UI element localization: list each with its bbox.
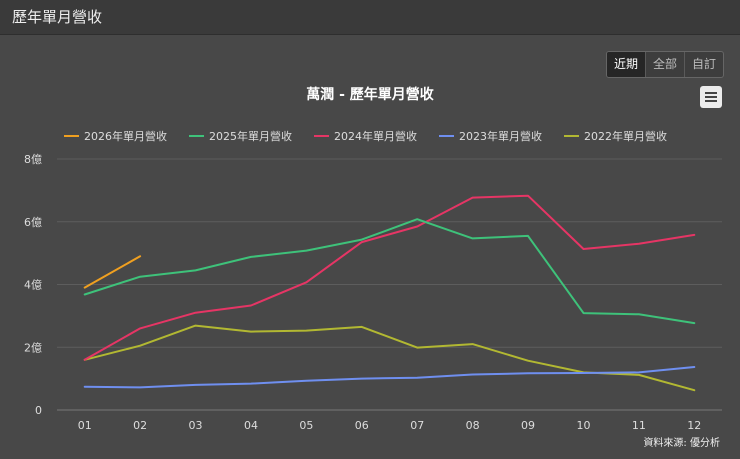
legend-item-2023[interactable]: 2023年單月營收 — [439, 128, 542, 144]
series-line-2025 — [83, 218, 696, 325]
legend-label-2022: 2022年單月營收 — [584, 130, 667, 143]
y-tick-label: 2億 — [24, 341, 42, 354]
legend-label-2026: 2026年單月營收 — [84, 130, 167, 143]
legend-label-2023: 2023年單月營收 — [459, 130, 542, 143]
x-tick-label: 06 — [355, 419, 369, 432]
hamburger-menu-icon[interactable] — [700, 86, 722, 108]
series-line-2024 — [83, 194, 696, 361]
legend-item-2022[interactable]: 2022年單月營收 — [564, 128, 667, 144]
x-tick-label: 07 — [410, 419, 424, 432]
range-selector: 近期 全部 自訂 — [606, 51, 725, 78]
x-tick-label: 01 — [78, 419, 92, 432]
legend-item-2026[interactable]: 2026年單月營收 — [64, 128, 167, 144]
x-tick-label: 11 — [632, 419, 646, 432]
y-tick-label: 4億 — [24, 279, 42, 292]
chart-legend: 2026年單月營收 2025年單月營收 2024年單月營收 2023年單月營收 … — [64, 128, 667, 144]
x-tick-label: 02 — [133, 419, 147, 432]
x-tick-label: 04 — [244, 419, 258, 432]
legend-swatch-2026 — [64, 135, 79, 137]
y-tick-label: 0 — [35, 404, 42, 417]
x-tick-label: 05 — [299, 419, 313, 432]
range-recent-button[interactable]: 近期 — [607, 52, 646, 77]
header-bar: 歷年單月營收 — [0, 0, 740, 35]
legend-item-2025[interactable]: 2025年單月營收 — [189, 128, 292, 144]
page-title: 歷年單月營收 — [12, 8, 103, 26]
chart-title: 萬潤 - 歷年單月營收 — [306, 87, 434, 103]
x-tick-label: 08 — [466, 419, 480, 432]
x-tick-label: 03 — [189, 419, 203, 432]
series-line-2022 — [83, 324, 696, 392]
x-tick-label: 12 — [687, 419, 701, 432]
data-source-credit: 資料來源: 優分析 — [643, 438, 720, 449]
x-tick-label: 10 — [576, 419, 590, 432]
legend-swatch-2022 — [564, 135, 579, 137]
legend-item-2024[interactable]: 2024年單月營收 — [314, 128, 417, 144]
legend-label-2025: 2025年單月營收 — [209, 130, 292, 143]
range-custom-button[interactable]: 自訂 — [684, 52, 723, 77]
legend-label-2024: 2024年單月營收 — [334, 130, 417, 143]
x-tick-label: 09 — [521, 419, 535, 432]
legend-swatch-2024 — [314, 135, 329, 137]
y-tick-label: 6億 — [24, 216, 42, 229]
range-all-button[interactable]: 全部 — [645, 52, 684, 77]
y-tick-label: 8億 — [24, 153, 42, 166]
series-line-2026 — [83, 255, 142, 289]
series-line-2023 — [83, 366, 696, 389]
legend-swatch-2023 — [439, 135, 454, 137]
legend-swatch-2025 — [189, 135, 204, 137]
